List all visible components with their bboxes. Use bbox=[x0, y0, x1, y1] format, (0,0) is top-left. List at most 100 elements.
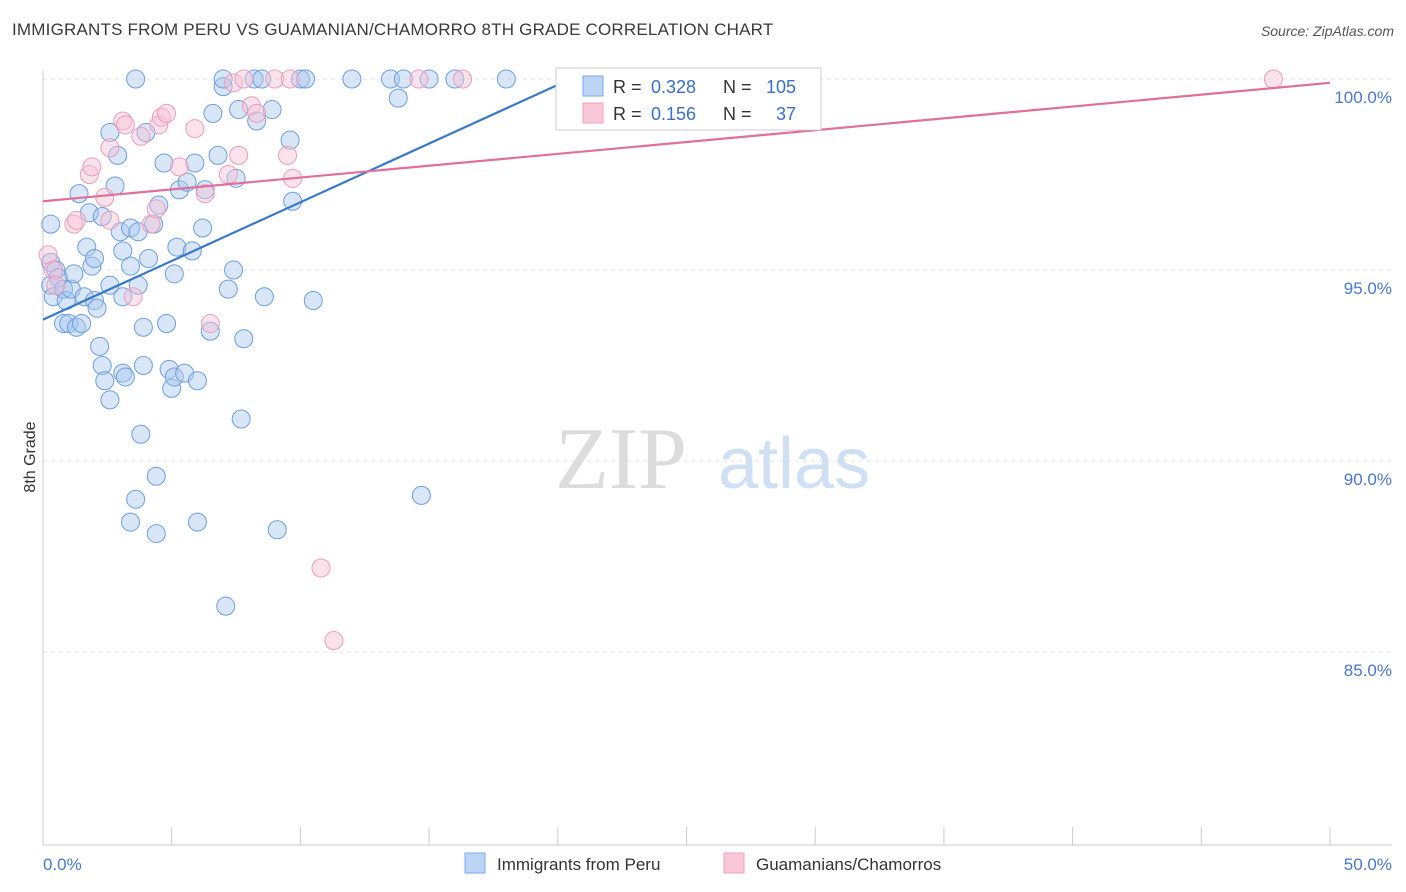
peru-point bbox=[203, 103, 223, 123]
peru-point bbox=[262, 100, 282, 120]
guamanian-point bbox=[324, 631, 344, 651]
peru-point bbox=[167, 237, 187, 257]
gridlines bbox=[43, 78, 1392, 653]
peru-point bbox=[185, 153, 205, 173]
legend-r-value-guamanian: 0.156 bbox=[651, 104, 696, 124]
series-guamanian-points bbox=[38, 69, 1283, 651]
guamanian-point bbox=[38, 245, 58, 265]
guamanian-point bbox=[223, 73, 243, 93]
guamanian-point bbox=[169, 157, 189, 177]
peru-point bbox=[139, 249, 159, 269]
guamanian-point bbox=[146, 199, 166, 219]
peru-point bbox=[41, 214, 61, 234]
peru-point bbox=[193, 218, 213, 238]
peru-point bbox=[218, 279, 238, 299]
peru-point bbox=[43, 287, 63, 307]
guamanian-point bbox=[131, 126, 151, 146]
watermark-zip: ZIP bbox=[555, 411, 687, 508]
peru-point bbox=[388, 88, 408, 108]
guamanian-point bbox=[453, 69, 473, 89]
legend-r-label-guamanian: R = bbox=[613, 104, 642, 124]
peru-point bbox=[90, 336, 110, 356]
peru-point bbox=[108, 145, 128, 165]
guamanian-point bbox=[218, 165, 238, 184]
peru-point bbox=[496, 69, 516, 89]
stats-legend: R = 0.328 N = 105 R = 0.156 N = 37 bbox=[555, 67, 822, 131]
y-tick-label-95: 95.0% bbox=[1344, 279, 1392, 298]
peru-point bbox=[267, 520, 287, 540]
peru-point bbox=[157, 313, 177, 333]
peru-point bbox=[82, 256, 102, 276]
guamanian-point bbox=[66, 210, 86, 230]
peru-point bbox=[72, 313, 92, 333]
peru-point bbox=[77, 237, 97, 257]
guamanian-point bbox=[195, 184, 215, 204]
peru-point bbox=[133, 356, 153, 375]
peru-point bbox=[445, 69, 465, 89]
legend-n-label-guamanian: N = bbox=[723, 104, 752, 124]
peru-point bbox=[100, 390, 120, 410]
guamanian-point bbox=[79, 165, 99, 184]
legend-r-label-peru: R = bbox=[613, 77, 642, 97]
peru-point bbox=[133, 317, 153, 337]
peru-point bbox=[244, 69, 264, 89]
peru-point bbox=[113, 241, 133, 261]
peru-point bbox=[113, 287, 133, 307]
guamanian-point bbox=[278, 145, 298, 165]
legend-swatch-peru bbox=[582, 75, 604, 97]
x-tick-label-min: 0.0% bbox=[43, 855, 82, 874]
bottom-legend-label-guamanian: Guamanians/Chamorros bbox=[756, 855, 941, 874]
peru-point bbox=[187, 371, 207, 391]
peru-point bbox=[254, 287, 274, 307]
peru-point bbox=[92, 356, 112, 375]
peru-point bbox=[229, 100, 249, 120]
legend-r-value-peru: 0.328 bbox=[651, 77, 696, 97]
peru-point bbox=[100, 122, 120, 142]
guamanian-point bbox=[100, 210, 120, 230]
peru-point bbox=[164, 367, 184, 387]
guamanian-point bbox=[149, 115, 169, 135]
guamanian-point bbox=[157, 103, 177, 123]
guamanian-point bbox=[280, 69, 300, 89]
peru-point bbox=[126, 489, 146, 509]
guamanian-point bbox=[100, 138, 120, 158]
chart-title: IMMIGRANTS FROM PERU VS GUAMANIAN/CHAMOR… bbox=[12, 20, 774, 39]
x-ticks bbox=[42, 827, 1331, 845]
x-tick-label-max: 50.0% bbox=[1344, 855, 1392, 874]
peru-point bbox=[69, 184, 89, 204]
peru-point bbox=[162, 378, 182, 398]
peru-point bbox=[146, 524, 166, 544]
guamanian-point bbox=[43, 260, 63, 280]
peru-point bbox=[380, 69, 400, 89]
peru-point bbox=[41, 275, 61, 295]
legend-swatch-guamanian bbox=[582, 102, 604, 124]
peru-point bbox=[234, 329, 254, 349]
peru-point bbox=[131, 424, 151, 444]
peru-point bbox=[164, 264, 184, 284]
peru-point bbox=[223, 260, 243, 280]
guamanian-point bbox=[311, 558, 331, 578]
guamanian-point bbox=[265, 69, 285, 89]
peru-point bbox=[64, 264, 84, 284]
guamanian-point bbox=[1263, 69, 1283, 89]
guamanian-point bbox=[185, 119, 205, 139]
series-peru-points bbox=[41, 69, 581, 616]
guamanian-point bbox=[247, 103, 267, 123]
bottom-legend-label-peru: Immigrants from Peru bbox=[497, 855, 660, 874]
bottom-legend-swatch-peru bbox=[464, 852, 486, 874]
peru-point bbox=[154, 153, 174, 173]
peru-point bbox=[296, 69, 316, 89]
peru-point bbox=[213, 69, 233, 89]
guamanian-point bbox=[46, 275, 66, 295]
peru-point bbox=[121, 512, 141, 532]
legend-n-label-peru: N = bbox=[723, 77, 752, 97]
peru-point bbox=[280, 130, 300, 150]
trend-line-peru bbox=[42, 77, 572, 321]
peru-point bbox=[231, 409, 251, 429]
watermark-atlas: atlas bbox=[718, 424, 870, 504]
legend-n-value-peru: 105 bbox=[766, 77, 796, 97]
peru-point bbox=[115, 367, 135, 387]
guamanian-point bbox=[229, 145, 249, 165]
guamanian-point bbox=[115, 115, 135, 135]
